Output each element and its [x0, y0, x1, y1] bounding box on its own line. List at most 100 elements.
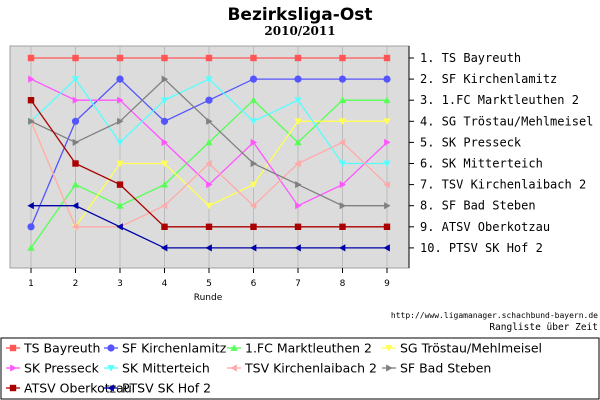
data-point [295, 202, 302, 210]
data-point [294, 118, 302, 125]
data-point [161, 138, 169, 146]
x-tick-label: 2 [73, 279, 79, 289]
data-point [116, 223, 123, 231]
series-6 [27, 76, 391, 168]
data-point [339, 202, 347, 210]
source-url: http://www.ligamanager.schachbund-bayern… [391, 311, 598, 320]
data-point [205, 202, 213, 210]
legend-marker [230, 364, 237, 372]
legend-entry: ATSV Oberkotzau [6, 381, 132, 396]
data-point [383, 181, 390, 189]
data-point [205, 138, 213, 146]
data-point [295, 181, 302, 189]
data-point [72, 54, 79, 62]
data-point [338, 160, 347, 168]
data-point [206, 181, 213, 189]
data-point [72, 160, 79, 167]
data-point [161, 223, 168, 230]
data-point [339, 223, 346, 230]
data-point [71, 117, 80, 125]
data-point [383, 160, 391, 168]
chart-subtitle: 2010/2011 [264, 24, 335, 38]
data-point [383, 75, 391, 83]
legend-entry: SK Mitterteich [104, 361, 210, 376]
x-tick-label: 4 [162, 279, 168, 289]
data-point [250, 159, 258, 168]
legend-marker [9, 384, 17, 392]
data-point [116, 139, 124, 146]
data-point [338, 244, 346, 252]
data-point [71, 202, 79, 210]
rank-label: 8. SF Bad Steben [420, 199, 536, 213]
data-point [116, 54, 124, 62]
x-tick-label: 3 [117, 279, 123, 289]
data-point [249, 202, 257, 210]
data-point [27, 54, 35, 62]
x-tick-label: 6 [251, 279, 257, 289]
data-point [338, 96, 347, 104]
data-point [160, 244, 168, 252]
data-point [294, 223, 302, 230]
x-axis-label: Runde [194, 293, 223, 303]
legend-entry: SG Tröstau/Mehlmeisel [382, 341, 542, 356]
legend-label: PTSV SK Hof 2 [122, 381, 211, 396]
series-9 [27, 97, 391, 230]
legend-label: SK Presseck [24, 361, 100, 376]
data-point [249, 96, 258, 104]
legend-entry: PTSV SK Hof 2 [104, 381, 211, 396]
legend-label: ATSV Oberkotzau [24, 381, 132, 396]
x-tick-label: 9 [384, 279, 390, 289]
data-point [249, 181, 258, 189]
data-point [72, 138, 80, 146]
series-8 [28, 75, 391, 210]
data-point [27, 244, 35, 251]
series-7 [27, 117, 390, 231]
data-point [27, 97, 35, 104]
data-point [71, 181, 80, 188]
data-point [339, 54, 346, 62]
series-3 [27, 96, 391, 251]
legend-marker [386, 364, 393, 372]
legend-label: SG Tröstau/Mehlmeisel [400, 341, 542, 356]
x-tick-label: 1 [28, 279, 34, 289]
data-point [205, 244, 212, 252]
data-point [27, 223, 35, 231]
data-point [250, 54, 257, 62]
data-point [249, 75, 258, 83]
data-point [160, 97, 169, 104]
data-point [116, 181, 124, 188]
data-point [294, 97, 302, 104]
rank-label: 7. TSV Kirchenlaibach 2 [420, 178, 586, 192]
legend-marker [230, 344, 238, 351]
rank-label: 6. SK Mitterteich [420, 157, 543, 171]
data-point [71, 76, 80, 83]
data-point [384, 138, 391, 146]
data-point [27, 202, 34, 210]
data-point [383, 96, 391, 104]
data-point [339, 181, 347, 189]
data-point [116, 160, 124, 168]
rank-label: 10. PTSV SK Hof 2 [420, 241, 543, 255]
rank-label: 5. SK Presseck [420, 135, 522, 149]
data-point [116, 202, 124, 209]
legend-label: SF Bad Steben [400, 361, 491, 376]
legend-box [0, 337, 600, 400]
legend-entry: SF Kirchenlamitz [104, 341, 227, 356]
rank-label: 3. 1.FC Marktleuthen 2 [420, 93, 579, 107]
legend-marker [107, 365, 115, 372]
data-point [250, 138, 258, 146]
data-point [250, 223, 257, 230]
data-point [160, 117, 169, 125]
data-point [160, 160, 169, 168]
series-2 [27, 75, 391, 231]
legend-label: TS Bayreuth [23, 341, 100, 356]
series-10 [27, 202, 390, 252]
chart-title: Bezirksliga-Ost [227, 5, 372, 25]
data-point [294, 244, 301, 252]
data-point [249, 118, 258, 125]
data-point [28, 117, 35, 125]
x-tick-label: 8 [340, 279, 346, 289]
data-point [117, 117, 124, 125]
data-point [28, 75, 35, 83]
series-1 [27, 54, 391, 62]
